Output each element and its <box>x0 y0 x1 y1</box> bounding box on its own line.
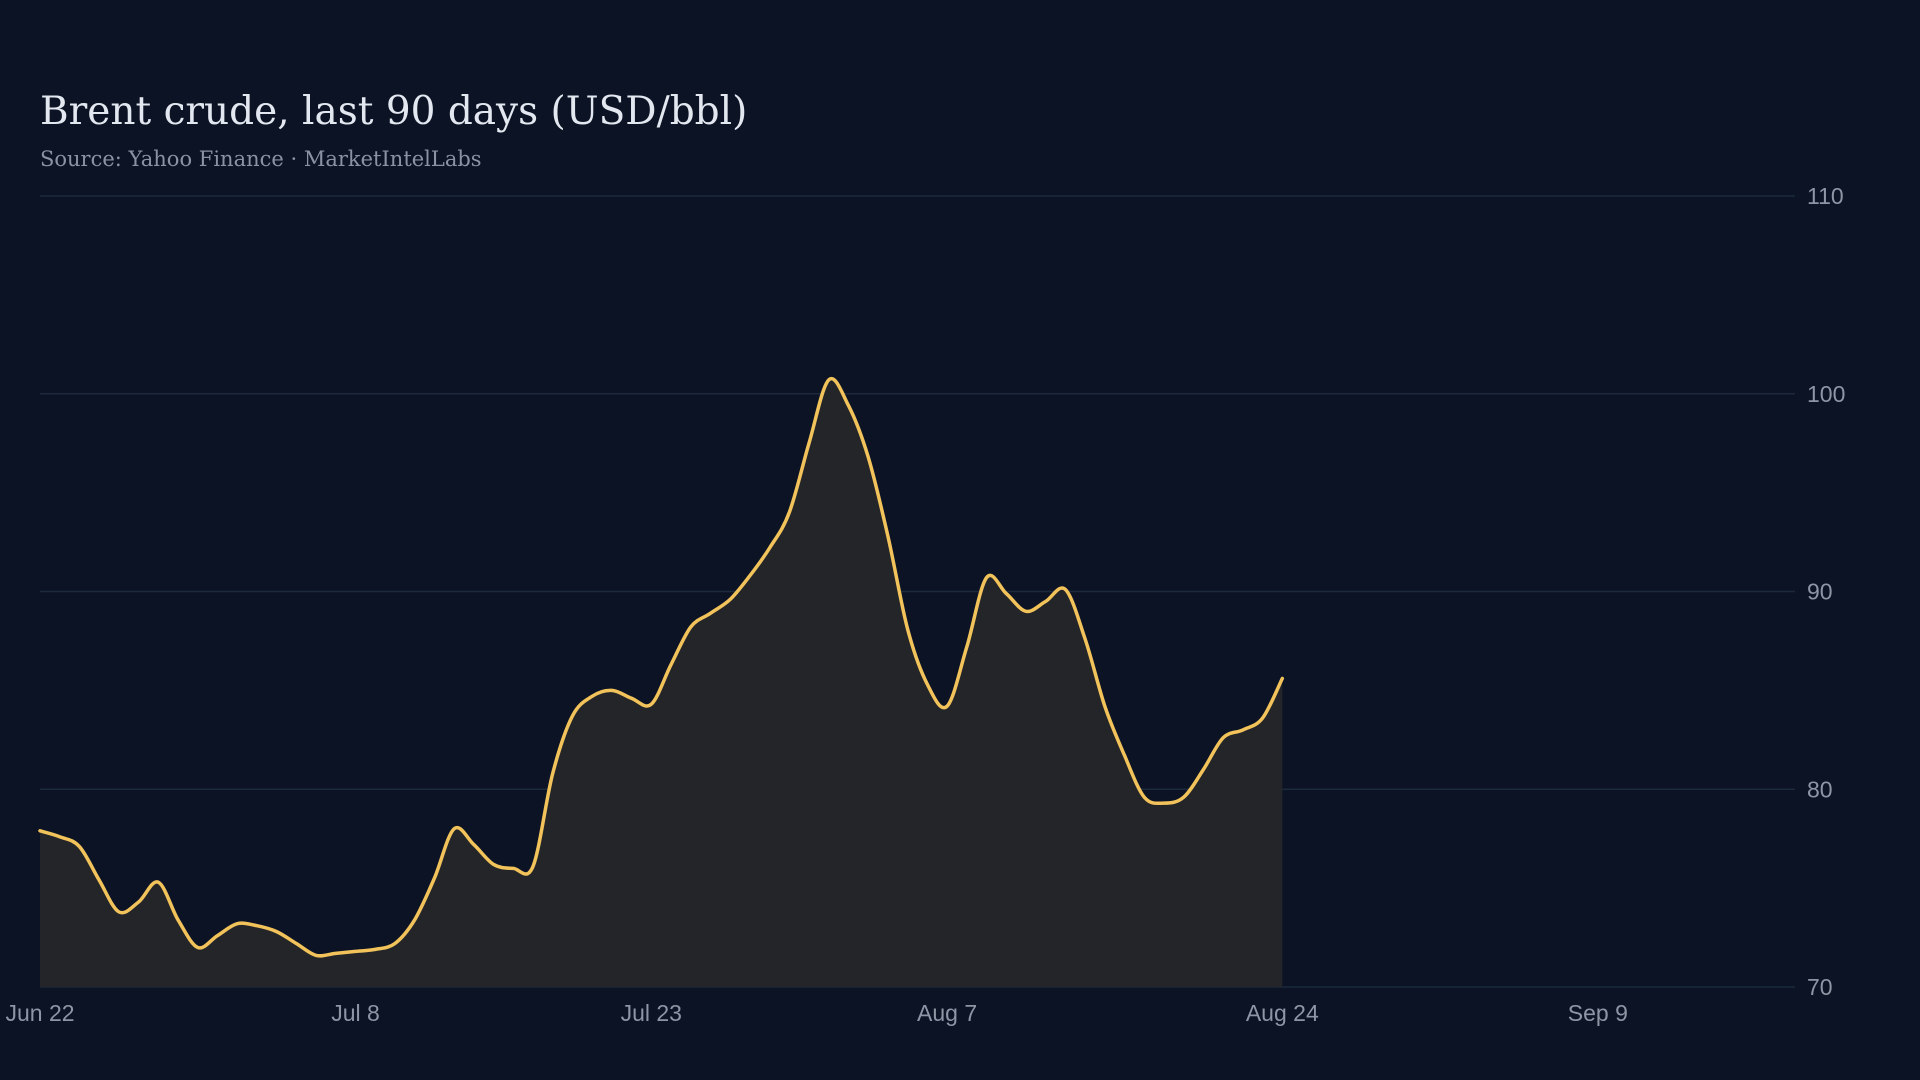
series-line <box>38 376 1285 958</box>
x-axis: Jun 22 Jul 8 Jul 23 Aug 7 Aug 24 Sep 9 <box>5 1000 1627 1026</box>
x-tick-label: Jul 8 <box>331 1000 380 1026</box>
x-tick-label: Sep 9 <box>1568 1000 1628 1026</box>
y-axis: 70 80 90 100 110 <box>1807 183 1845 1000</box>
series-area <box>40 378 1283 988</box>
y-tick-label: 90 <box>1807 579 1833 605</box>
x-tick-label: Aug 24 <box>1246 1000 1319 1026</box>
x-tick-label: Aug 7 <box>917 1000 977 1026</box>
chart-title: Brent crude, last 90 days (USD/bbl) <box>40 89 748 134</box>
y-tick-label: 80 <box>1807 776 1833 802</box>
y-tick-label: 110 <box>1807 183 1844 209</box>
x-tick-label: Jun 22 <box>5 1000 74 1026</box>
y-tick-label: 70 <box>1807 974 1833 1000</box>
chart-subtitle: Source: Yahoo Finance · MarketIntelLabs <box>40 147 482 171</box>
y-tick-label: 100 <box>1807 381 1845 407</box>
x-tick-label: Jul 23 <box>621 1000 682 1026</box>
